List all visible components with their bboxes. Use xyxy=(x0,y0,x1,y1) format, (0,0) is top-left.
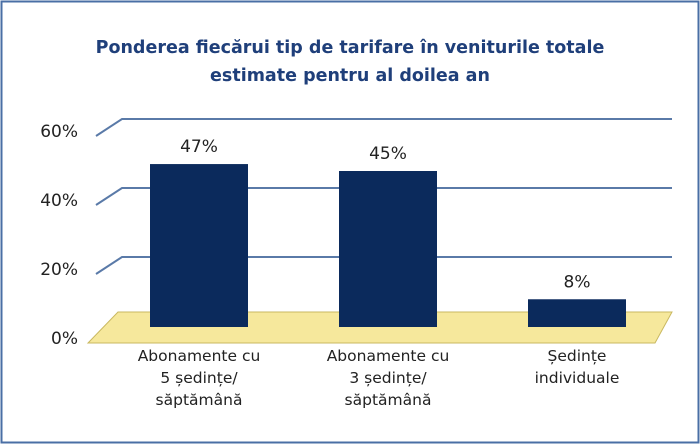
y-tick-label: 0% xyxy=(51,329,78,349)
x-tick-label: Abonamente cu 5 ședințe/ săptămână xyxy=(137,347,261,409)
bar xyxy=(339,171,437,327)
y-tick-label: 20% xyxy=(40,260,78,280)
y-tick-label: 40% xyxy=(40,191,78,211)
value-label: 47% xyxy=(180,137,218,157)
x-tick-label: Ședințe individuale xyxy=(534,347,620,387)
bar xyxy=(150,164,248,327)
bar xyxy=(528,299,626,327)
x-tick-label: Abonamente cu 3 ședințe/ săptămână xyxy=(326,347,450,409)
grid-line xyxy=(95,118,672,137)
chart-title: Ponderea fiecărui tip de tarifare în ven… xyxy=(95,38,605,86)
value-label: 45% xyxy=(369,144,407,164)
grid-line xyxy=(95,256,672,275)
y-tick-label: 60% xyxy=(40,122,78,142)
value-label: 8% xyxy=(564,272,591,292)
grid-line xyxy=(95,187,672,206)
